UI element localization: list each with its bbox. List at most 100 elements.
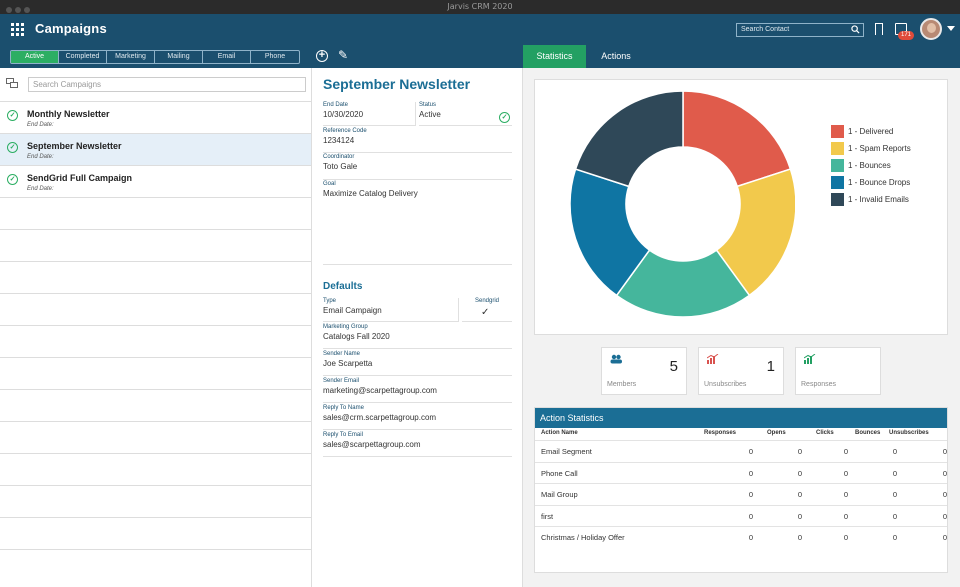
- empty-row: [0, 261, 311, 293]
- responses-chart-icon: [803, 353, 816, 367]
- stat-cell: 0: [892, 447, 897, 456]
- field-label: End Date: [323, 102, 349, 108]
- empty-row: [0, 549, 311, 581]
- window-titlebar: Jarvis CRM 2020: [0, 0, 960, 14]
- filter-mailing[interactable]: Mailing: [155, 51, 203, 63]
- goal-field[interactable]: Goal Maximize Catalog Delivery: [323, 181, 512, 207]
- campaign-toolbar: Active Completed Marketing Mailing Email…: [0, 45, 523, 68]
- defaults-heading: Defaults: [323, 281, 363, 292]
- coordinator-field[interactable]: Coordinator Toto Gale: [323, 154, 512, 180]
- members-icon: [610, 354, 622, 367]
- contact-search-input[interactable]: Search Contact: [736, 23, 864, 37]
- action-name-cell: Mail Group: [541, 490, 578, 500]
- sendgrid-field[interactable]: Sendgrid: [462, 298, 512, 322]
- empty-row: [0, 229, 311, 261]
- stat-cell: 0: [748, 533, 753, 543]
- empty-row: [0, 357, 311, 389]
- apps-grid-icon[interactable]: [11, 23, 24, 36]
- legend-label: 1 - Bounce Drops: [848, 178, 911, 187]
- stat-cell: 0: [942, 511, 947, 521]
- empty-row: [0, 325, 311, 357]
- stat-cell: 0: [892, 533, 897, 543]
- filter-active[interactable]: Active: [11, 51, 59, 63]
- field-label: Coordinator: [323, 154, 355, 160]
- window-controls[interactable]: [6, 4, 33, 18]
- stat-value: 5: [669, 358, 678, 375]
- field-label: Reply To Email: [323, 432, 363, 438]
- type-field[interactable]: Type Email Campaign: [323, 298, 459, 322]
- field-value: Active: [419, 110, 441, 119]
- field-value: Catalogs Fall 2020: [323, 332, 390, 341]
- right-tabs: Statistics Actions: [523, 45, 960, 68]
- donut-chart: [569, 90, 795, 318]
- action-name-cell: Christmas / Holiday Offer: [541, 533, 625, 543]
- stat-cell: 0: [748, 447, 753, 456]
- column-header: Responses: [704, 430, 737, 436]
- stat-cell: 0: [892, 490, 897, 500]
- statistics-pane: 1 - Delivered 1 - Spam Reports 1 - Bounces…: [523, 68, 960, 587]
- stat-cell: 0: [797, 490, 802, 500]
- stat-card-responses: Responses: [795, 347, 881, 395]
- notification-badge[interactable]: 171: [898, 31, 915, 40]
- reply-to-email-field[interactable]: Reply To Email sales@scarpettagroup.com: [323, 432, 512, 457]
- sendgrid-checkbox[interactable]: ✓: [481, 307, 490, 318]
- field-value: Maximize Catalog Delivery: [323, 189, 418, 198]
- section-divider: [323, 264, 512, 265]
- stat-cell: 0: [942, 447, 947, 456]
- campaign-name: SendGrid Full Campaign: [27, 173, 133, 183]
- field-label: Type: [323, 298, 337, 304]
- search-icon[interactable]: [851, 25, 860, 39]
- check-circle-icon: ✓: [7, 110, 18, 121]
- stat-label: Unsubscribes: [704, 381, 747, 388]
- edit-pencil-icon[interactable]: ✎: [338, 48, 349, 62]
- donut-slice[interactable]: [715, 168, 795, 297]
- empty-row: [0, 453, 311, 485]
- bookmark-icon[interactable]: [875, 23, 883, 39]
- campaign-row[interactable]: ✓ Monthly Newsletter End Date:: [0, 101, 311, 133]
- tab-statistics[interactable]: Statistics: [523, 45, 586, 68]
- campaign-row-selected[interactable]: ✓ September Newsletter End Date:: [0, 133, 311, 165]
- add-campaign-icon[interactable]: +: [316, 50, 328, 62]
- empty-row: [0, 293, 311, 325]
- donut-slice[interactable]: [682, 90, 792, 188]
- marketing-group-field[interactable]: Marketing Group Catalogs Fall 2020: [323, 324, 512, 349]
- stat-label: Responses: [801, 381, 837, 388]
- campaign-row[interactable]: ✓ SendGrid Full Campaign End Date:: [0, 165, 311, 197]
- field-value: 10/30/2020: [323, 110, 364, 119]
- action-name-cell: Email Segment: [541, 447, 592, 456]
- column-header: Opens: [767, 430, 786, 436]
- filter-completed[interactable]: Completed: [59, 51, 107, 63]
- stat-card-members: 5 Members: [601, 347, 687, 395]
- campaign-search-input[interactable]: Search Campaigns: [28, 77, 306, 92]
- sender-email-field[interactable]: Sender Email marketing@scarpettagroup.co…: [323, 378, 512, 403]
- donut-slice[interactable]: [569, 168, 651, 297]
- filter-phone[interactable]: Phone: [264, 53, 286, 60]
- end-date-field[interactable]: End Date 10/30/2020: [323, 102, 416, 126]
- table-row[interactable]: Christmas / Holiday Offer 0 0 0 0 0: [535, 526, 947, 548]
- field-value: sales@scarpettagroup.com: [323, 440, 421, 449]
- status-field[interactable]: Status Active: [419, 102, 512, 126]
- reply-to-name-field[interactable]: Reply To Name sales@crm.scarpettagroup.c…: [323, 405, 512, 430]
- filter-email[interactable]: Email: [203, 51, 251, 63]
- reference-code-field[interactable]: Reference Code 1234124: [323, 128, 512, 153]
- donut-slice[interactable]: [615, 249, 751, 318]
- field-value: sales@crm.scarpettagroup.com: [323, 413, 437, 422]
- check-circle-icon: ✓: [7, 142, 18, 153]
- tab-actions[interactable]: Actions: [601, 51, 631, 61]
- avatar[interactable]: [920, 18, 942, 40]
- stat-cell: 0: [892, 468, 897, 478]
- table-row[interactable]: first 0 0 0 0 0: [535, 504, 947, 527]
- table-row[interactable]: Email Segment 0 0 0 0 0: [535, 440, 947, 462]
- chevron-down-icon[interactable]: [947, 26, 955, 31]
- sender-name-field[interactable]: Sender Name Joe Scarpetta: [323, 351, 512, 376]
- table-row[interactable]: Phone Call 0 0 0 0 0: [535, 461, 947, 484]
- donut-slice[interactable]: [574, 90, 684, 188]
- field-label: Sender Name: [323, 351, 361, 357]
- column-header: Bounces: [855, 430, 881, 436]
- filter-marketing[interactable]: Marketing: [107, 51, 155, 63]
- empty-row: [0, 517, 311, 549]
- campaign-list: ✓ Monthly Newsletter End Date: ✓ Septemb…: [0, 101, 311, 581]
- field-label: Goal: [323, 181, 336, 187]
- copy-icon[interactable]: [6, 78, 20, 90]
- table-row[interactable]: Mail Group 0 0 0 0 0: [535, 483, 947, 505]
